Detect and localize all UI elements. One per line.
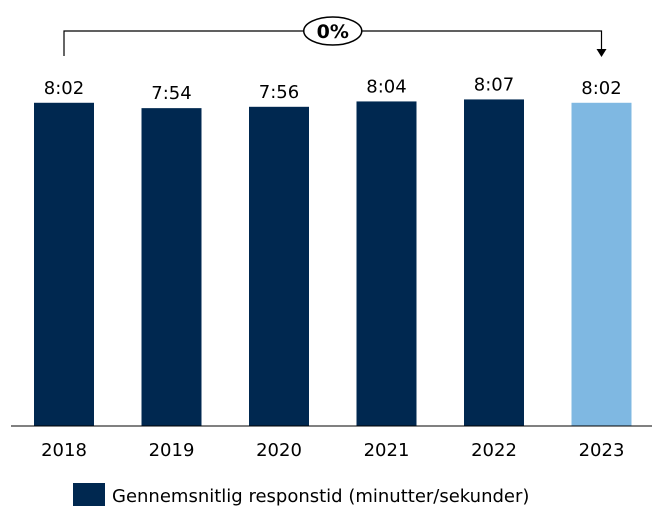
- value-label-2018: 8:02: [44, 78, 84, 99]
- value-label-2021: 8:04: [366, 76, 406, 97]
- category-label-2020: 2020: [256, 440, 302, 461]
- value-label-2023: 8:02: [581, 78, 621, 99]
- bars-group: [34, 99, 632, 427]
- bar-2020: [249, 106, 309, 427]
- change-arrow-icon: [596, 49, 607, 57]
- category-label-2018: 2018: [41, 440, 87, 461]
- bar-2023: [571, 102, 632, 426]
- legend-swatch: [73, 483, 105, 506]
- category-label-2022: 2022: [471, 440, 517, 461]
- bar-2018: [34, 102, 94, 426]
- value-label-2020: 7:56: [259, 82, 299, 103]
- change-percent-label: 0%: [317, 21, 349, 43]
- category-label-2023: 2023: [579, 440, 625, 461]
- value-labels-group: 8:02 7:54 7:56 8:04 8:07 8:02: [44, 74, 622, 104]
- value-label-2019: 7:54: [151, 83, 191, 104]
- legend: Gennemsnitlig responstid (minutter/sekun…: [73, 483, 529, 506]
- bar-2022: [464, 99, 524, 427]
- category-label-2019: 2019: [149, 440, 195, 461]
- legend-label: Gennemsnitlig responstid (minutter/sekun…: [112, 486, 529, 506]
- bar-2021: [356, 101, 417, 426]
- category-label-2021: 2021: [364, 440, 410, 461]
- change-badge: [303, 16, 363, 46]
- value-label-2022: 8:07: [474, 74, 514, 95]
- change-annotation: 0%: [63, 16, 607, 57]
- category-labels-group: 2018 2019 2020 2021 2022 2023: [41, 440, 624, 461]
- bar-2019: [141, 108, 202, 426]
